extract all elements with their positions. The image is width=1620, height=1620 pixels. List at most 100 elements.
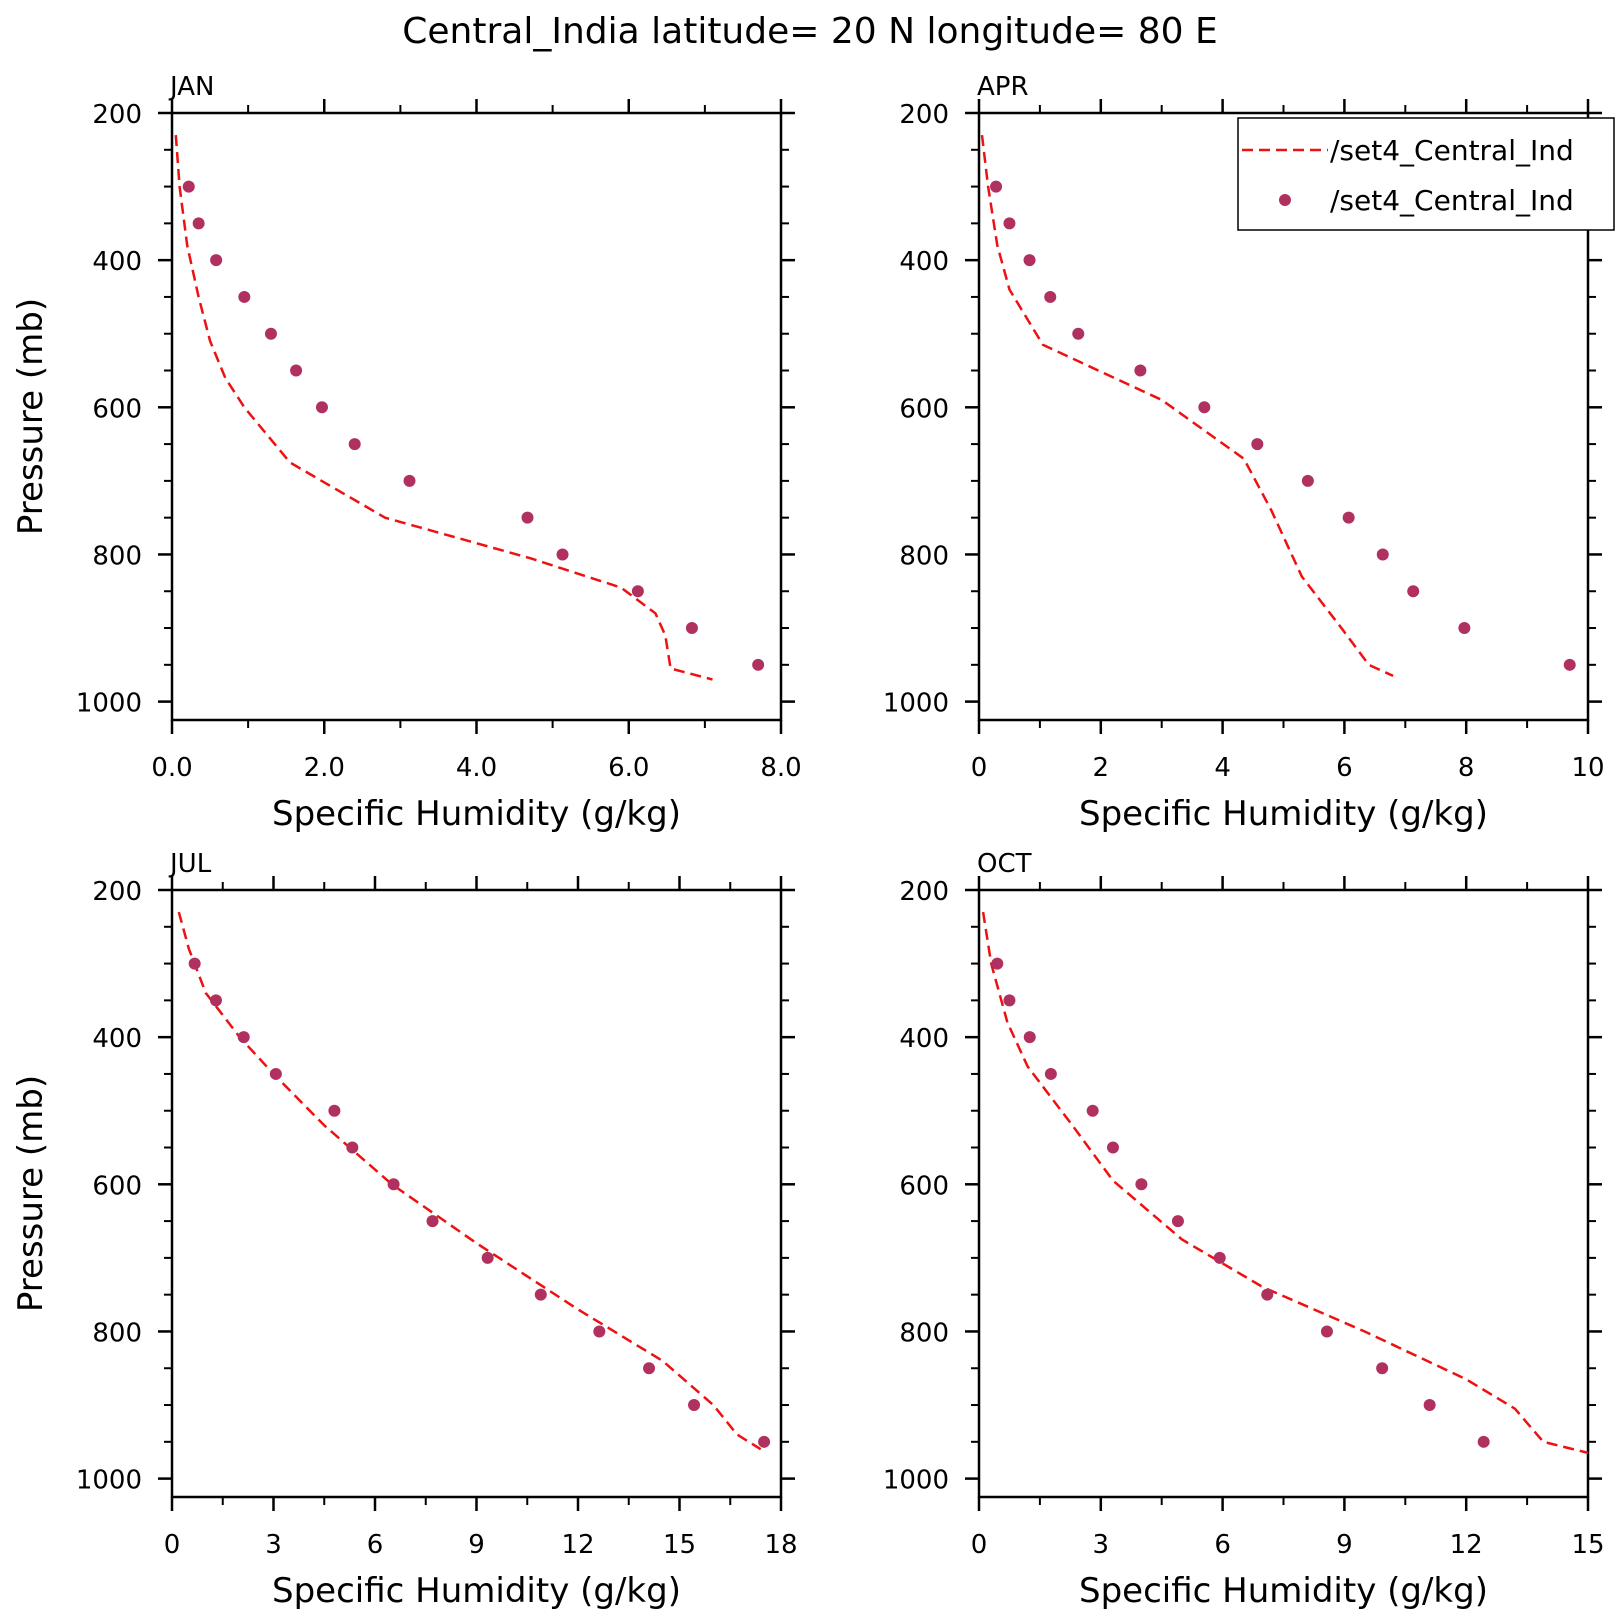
x-tick-label: 15	[1571, 1530, 1604, 1560]
x-axis-label: Specific Humidity (g/kg)	[1079, 794, 1488, 834]
data-point	[1458, 622, 1471, 635]
data-point	[1044, 1067, 1057, 1080]
x-tick-label: 0.0	[151, 753, 192, 783]
data-point	[210, 254, 223, 267]
x-tick-label: 6	[1214, 1530, 1231, 1560]
y-axis-label: Pressure (mb)	[11, 1075, 51, 1312]
series-line	[174, 135, 713, 681]
legend-box	[1237, 117, 1615, 231]
y-tick-label: 800	[899, 1318, 949, 1348]
data-point	[188, 957, 201, 970]
x-tick-label: 9	[468, 1530, 485, 1560]
data-point	[990, 180, 1003, 193]
x-tick-label: 9	[1336, 1530, 1353, 1560]
data-point	[1251, 438, 1264, 451]
data-point	[643, 1362, 656, 1375]
x-tick-label: 15	[663, 1530, 696, 1560]
data-point	[1106, 1141, 1119, 1154]
panel-title: OCT	[977, 849, 1032, 879]
y-tick-label: 400	[92, 1024, 142, 1054]
data-point	[1003, 994, 1016, 1007]
data-point	[1423, 1399, 1436, 1412]
data-point	[521, 511, 534, 524]
data-point	[1261, 1288, 1274, 1301]
x-tick-label: 0	[971, 753, 988, 783]
legend-label: /set4_Central_Ind	[1330, 184, 1574, 217]
y-tick-label: 800	[92, 1318, 142, 1348]
data-point	[1320, 1325, 1333, 1338]
data-point	[1044, 290, 1057, 303]
chart-panels: 0.0 2.0 4.0 6.0 8.02004006008001000JANSpecif…	[11, 72, 1605, 1611]
data-point	[264, 327, 277, 340]
y-tick-label: 600	[899, 1171, 949, 1201]
chart-panel-jul: 0 3 6 9 12 15 18 200 400 600 800 1000 JUL Specific Hu…	[11, 849, 798, 1611]
x-tick-label: 3	[265, 1530, 282, 1560]
data-point	[238, 290, 251, 303]
figure-title: Central_India latitude= 20 N longitude= …	[402, 11, 1217, 52]
y-tick-label: 1000	[883, 689, 949, 719]
data-point	[1376, 548, 1389, 561]
y-tick-label: 200	[899, 100, 949, 130]
data-point	[1134, 364, 1147, 377]
data-point	[556, 548, 569, 561]
data-point	[1342, 511, 1355, 524]
data-point	[1407, 585, 1420, 598]
chart-panel-oct: 0 3 6 9 12 15 200 400 600 800 1000 OCT Specific Humi…	[883, 849, 1605, 1611]
y-tick-label: 400	[899, 1024, 949, 1054]
x-axis-label: Specific Humidity (g/kg)	[272, 1571, 681, 1611]
y-tick-label: 600	[899, 394, 949, 424]
x-tick-label: 6	[367, 1530, 384, 1560]
data-point	[192, 217, 205, 230]
data-point	[237, 1031, 250, 1044]
x-tick-label: 4.0	[456, 753, 497, 783]
legend: /set4_Central_Ind/set4_Central_Ind	[1237, 117, 1615, 231]
data-point	[688, 1399, 701, 1412]
panel-title: JUL	[168, 849, 212, 879]
x-tick-label: 12	[1450, 1530, 1483, 1560]
y-tick-label: 800	[92, 541, 142, 571]
legend-label: /set4_Central_Ind	[1330, 134, 1574, 167]
legend-dot-swatch	[1279, 194, 1291, 206]
y-tick-label: 400	[92, 247, 142, 277]
x-axis-label: Specific Humidity (g/kg)	[272, 794, 681, 834]
y-tick-label: 1000	[76, 1466, 142, 1496]
y-tick-label: 400	[899, 247, 949, 277]
y-tick-label: 200	[92, 877, 142, 907]
x-tick-label: 0	[971, 1530, 988, 1560]
data-point	[346, 1141, 359, 1154]
data-point	[209, 994, 222, 1007]
x-axis-label: Specific Humidity (g/kg)	[1079, 1571, 1488, 1611]
y-tick-label: 600	[92, 394, 142, 424]
data-point	[348, 438, 361, 451]
data-point	[1023, 254, 1036, 267]
panel-title: APR	[977, 72, 1029, 102]
data-point	[1135, 1178, 1148, 1191]
x-tick-label: 10	[1571, 753, 1604, 783]
y-axis-label: Pressure (mb)	[11, 298, 51, 535]
panel-title: JAN	[168, 72, 214, 102]
x-tick-label: 12	[561, 1530, 594, 1560]
data-point	[1477, 1435, 1490, 1448]
data-point	[593, 1325, 606, 1338]
data-point	[1213, 1251, 1226, 1264]
data-point	[1003, 217, 1016, 230]
y-tick-label: 1000	[883, 1466, 949, 1496]
data-point	[631, 585, 644, 598]
x-tick-label: 2	[1093, 753, 1110, 783]
y-tick-label: 600	[92, 1171, 142, 1201]
chart-panel-apr: 0 2 4 6 8 10 200 400 600 800 1000 APR Specific Humid…	[883, 72, 1605, 834]
x-tick-label: 18	[764, 1530, 797, 1560]
x-tick-label: 6.0	[608, 753, 649, 783]
x-tick-label: 3	[1093, 1530, 1110, 1560]
data-point	[1563, 658, 1576, 671]
x-tick-label: 4	[1214, 753, 1231, 783]
x-tick-label: 0	[164, 1530, 181, 1560]
series-line	[981, 911, 1589, 1455]
data-point	[1301, 474, 1314, 487]
data-point	[426, 1215, 439, 1228]
data-point	[290, 364, 303, 377]
x-tick-label: 8.0	[760, 753, 801, 783]
x-tick-label: 8	[1458, 753, 1475, 783]
y-tick-label: 800	[899, 541, 949, 571]
data-point	[685, 622, 698, 635]
